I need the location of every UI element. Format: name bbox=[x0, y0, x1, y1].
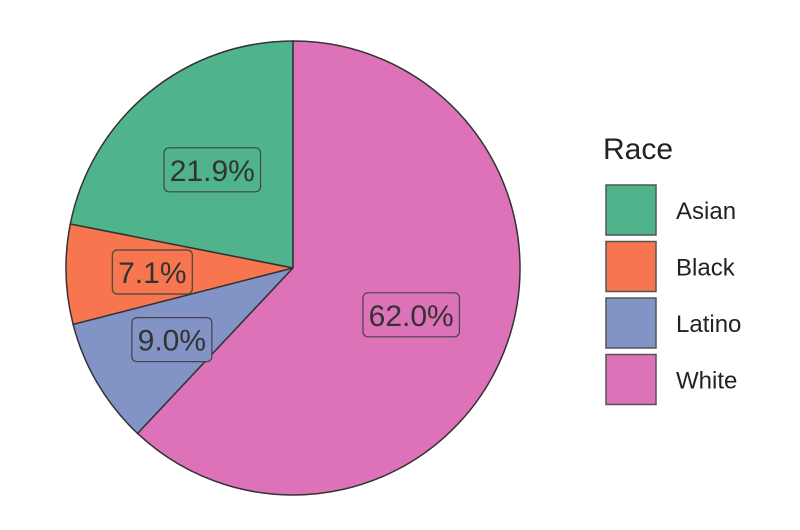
slice-label-box-latino bbox=[131, 317, 213, 363]
legend-swatch-white bbox=[605, 353, 657, 406]
pie-slice-white bbox=[136, 40, 521, 496]
slice-label-black: 7.1% bbox=[118, 257, 186, 290]
legend-swatch-black bbox=[605, 240, 657, 293]
legend-swatch-asian bbox=[605, 184, 657, 236]
slice-label-box-asian bbox=[163, 147, 262, 193]
legend-label-black: Black bbox=[676, 255, 736, 282]
legend-title: Race bbox=[603, 133, 673, 166]
slice-label-box-white bbox=[362, 292, 461, 338]
legend: Race Asian Black Latino White bbox=[603, 133, 741, 406]
slice-label-white: 62.0% bbox=[369, 300, 454, 333]
slice-label-latino: 9.0% bbox=[138, 325, 206, 358]
slice-label-asian: 21.9% bbox=[170, 155, 255, 188]
legend-label-asian: Asian bbox=[676, 198, 736, 225]
legend-label-white: White bbox=[676, 368, 737, 395]
slice-labels: 21.9% 7.1% 9.0% 62.0% bbox=[111, 147, 461, 363]
legend-label-latino: Latino bbox=[676, 311, 741, 338]
legend-items: Asian Black Latino White bbox=[605, 184, 741, 406]
legend-swatch-latino bbox=[605, 297, 657, 349]
slice-label-box-black bbox=[111, 249, 193, 295]
